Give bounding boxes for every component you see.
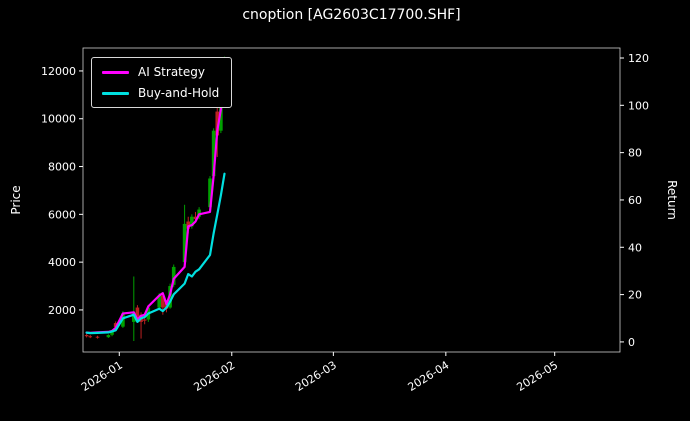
y-tick-label: 2000 — [48, 304, 76, 317]
candle-body — [182, 223, 187, 263]
candle-body — [161, 295, 165, 308]
ai-strategy-line-swatch — [102, 70, 129, 74]
candle-body — [106, 335, 111, 338]
return-tick-label: 0 — [628, 336, 635, 349]
candle-body — [190, 216, 194, 227]
buy-and-hold-line-swatch — [102, 91, 129, 95]
x-tick-label: 2026-04 — [406, 359, 452, 394]
legend-label-ai-strategy: AI Strategy — [138, 65, 205, 79]
x-tick-label: 2026-05 — [514, 359, 560, 394]
y-tick-label: 4000 — [48, 256, 76, 269]
y-tick-label: 8000 — [48, 161, 76, 174]
x-tick-label: 2026-01 — [79, 359, 125, 394]
return-tick-label: 20 — [628, 289, 642, 302]
x-tick-label: 2026-03 — [293, 359, 339, 394]
buy-and-hold-line — [85, 172, 226, 335]
candle-body — [95, 336, 100, 338]
candle-body — [211, 130, 216, 177]
legend-label-buy-and-hold: Buy-and-Hold — [138, 86, 220, 100]
candle-body — [197, 209, 201, 217]
return-tick-label: 80 — [628, 147, 642, 160]
return-tick-label: 120 — [628, 52, 649, 65]
candle-body — [88, 336, 93, 338]
legend-item-ai-strategy: AI Strategy — [102, 65, 219, 79]
candle-body — [208, 178, 212, 208]
return-tick-label: 40 — [628, 241, 642, 254]
legend: AI Strategy Buy-and-Hold — [91, 57, 233, 108]
candle-body — [186, 221, 191, 229]
y-tick-label: 12000 — [41, 65, 76, 78]
candle-body — [193, 216, 198, 220]
legend-item-buy-and-hold: Buy-and-Hold — [102, 86, 219, 100]
x-tick-label: 2026-02 — [191, 359, 237, 394]
candle-body — [215, 111, 220, 136]
candle-body — [142, 319, 147, 321]
candle-body — [110, 331, 114, 335]
candle-body — [171, 266, 176, 285]
return-tick-label: 100 — [628, 99, 649, 112]
candle-body — [157, 295, 161, 308]
y-tick-label: 6000 — [48, 208, 76, 221]
candle-body — [84, 335, 89, 337]
candle-body — [135, 307, 140, 320]
return-tick-label: 60 — [628, 194, 642, 207]
candle-body — [113, 323, 118, 328]
y-tick-label: 10000 — [41, 113, 76, 126]
chart-title: cnoption [AG2603C17700.SHF] — [242, 7, 461, 23]
